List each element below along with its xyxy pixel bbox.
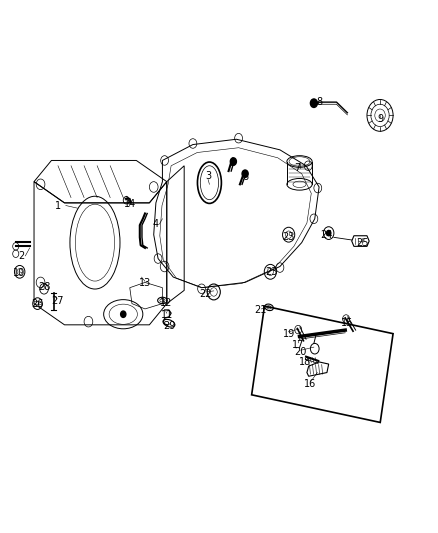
Text: 16: 16 — [304, 379, 317, 389]
Text: 12: 12 — [160, 297, 172, 308]
Text: 19: 19 — [283, 329, 295, 339]
Text: 22: 22 — [199, 289, 211, 299]
Text: 1: 1 — [55, 200, 61, 211]
Text: 11: 11 — [161, 310, 173, 320]
Text: 28: 28 — [39, 281, 51, 292]
Text: 3: 3 — [205, 172, 211, 181]
Text: 2: 2 — [18, 251, 24, 261]
Text: 29: 29 — [163, 321, 175, 331]
Text: 8: 8 — [316, 97, 322, 107]
Text: 6: 6 — [242, 172, 248, 182]
Text: 25: 25 — [357, 238, 369, 248]
Text: 7: 7 — [294, 164, 300, 173]
Text: 17: 17 — [292, 340, 304, 350]
Text: 9: 9 — [377, 114, 383, 124]
Text: 24: 24 — [321, 230, 333, 240]
Text: 23: 23 — [283, 232, 295, 243]
Circle shape — [326, 230, 331, 236]
Text: 27: 27 — [51, 296, 64, 306]
Text: 14: 14 — [124, 199, 136, 209]
Text: 21: 21 — [254, 305, 267, 315]
Text: 13: 13 — [139, 278, 151, 288]
Text: 4: 4 — [153, 219, 159, 229]
Circle shape — [230, 158, 237, 165]
Text: 15: 15 — [341, 318, 353, 328]
Text: 23: 23 — [265, 267, 277, 277]
Text: 26: 26 — [31, 298, 43, 309]
Circle shape — [242, 170, 248, 177]
Text: 10: 10 — [13, 268, 25, 278]
Text: 20: 20 — [295, 348, 307, 358]
Text: 18: 18 — [299, 357, 311, 367]
Circle shape — [311, 99, 318, 108]
Circle shape — [120, 311, 126, 317]
Text: 5: 5 — [229, 158, 235, 168]
